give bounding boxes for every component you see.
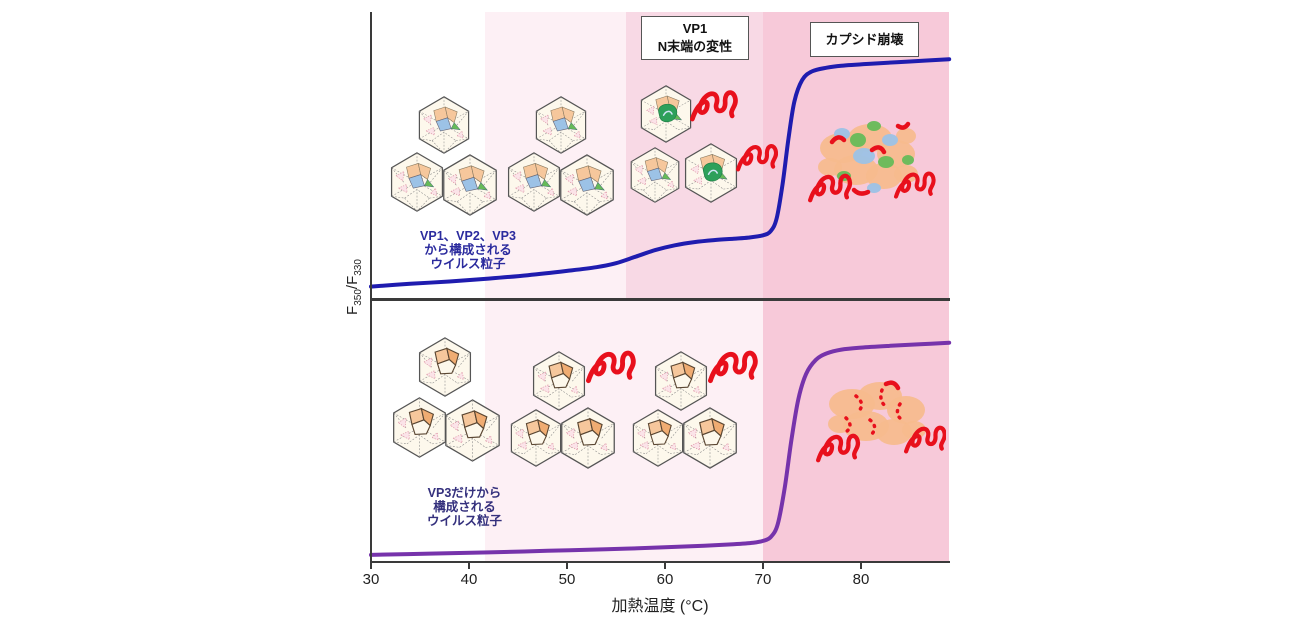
x-tick-mark — [762, 563, 764, 569]
denatured-n-terminus-icon — [738, 146, 776, 169]
capsid-collapse-label-box: カプシド崩壊 — [810, 22, 919, 57]
capsid-vp123-denatured-icon — [684, 143, 738, 203]
y-axis-line — [370, 12, 372, 563]
caption-line: VP1、VP2、VP3 — [420, 229, 516, 243]
denatured-n-terminus-icon — [710, 353, 755, 381]
capsid-vp3-icon — [683, 407, 737, 469]
caption-line: から構成される — [424, 243, 512, 257]
capsid-vp3-icon — [510, 409, 562, 467]
x-tick-label: 40 — [460, 571, 478, 588]
x-tick-mark — [370, 563, 372, 569]
capsid-vp123-denatured-icon — [640, 85, 692, 143]
caption-line: 構成される — [433, 500, 496, 514]
capsid-vp123-icon — [390, 152, 444, 212]
x-tick-mark — [860, 563, 862, 569]
capsid-box-label: カプシド崩壊 — [825, 31, 904, 47]
denatured-strand-icon — [818, 436, 858, 460]
denatured-n-terminus-icon — [588, 353, 633, 381]
x-axis-line — [370, 561, 950, 563]
capsid-vp3-icon — [654, 351, 708, 411]
capsid-vp3-icon — [418, 337, 472, 397]
capsid-vp123-icon — [507, 152, 561, 212]
caption-vp123-particle: VP1、VP2、VP3 から構成される ウイルス粒子 — [382, 229, 554, 271]
denatured-n-terminus-icon — [692, 93, 735, 119]
virus-cluster-vp3-intact — [393, 337, 500, 462]
virus-cluster-vp3-squiggle-2 — [632, 346, 774, 469]
capsid-vp123-icon — [630, 147, 680, 203]
vp1-box-line1: VP1 — [682, 21, 708, 37]
x-tick-mark — [566, 563, 568, 569]
x-tick-label: 60 — [656, 571, 674, 588]
virus-cluster-vp123-intact-2 — [507, 96, 614, 216]
caption-line: ウイルス粒子 — [426, 514, 502, 528]
caption-line: VP3だけから — [427, 486, 502, 500]
caption-vp3-particle: VP3だけから 構成される ウイルス粒子 — [392, 486, 537, 528]
vp1-denaturation-label-box: VP1 N末端の変性 — [641, 16, 749, 60]
capsid-vp123-icon — [535, 96, 587, 154]
panel-divider-line — [371, 298, 950, 301]
x-tick-label: 70 — [754, 571, 772, 588]
capsid-vp123-icon — [443, 154, 497, 216]
caption-line: ウイルス粒子 — [430, 257, 506, 271]
x-tick-mark — [664, 563, 666, 569]
collapsed-capsid-blob-vp3 — [816, 380, 946, 470]
x-tick-label: 80 — [852, 571, 870, 588]
x-axis-label: 加熱温度 (°C) — [611, 598, 709, 615]
vp1-box-line2: N末端の変性 — [657, 39, 733, 54]
capsid-vp123-icon — [418, 96, 470, 154]
capsid-vp3-icon — [393, 397, 446, 458]
y-axis-label: F350/F330 — [344, 259, 364, 315]
virus-cluster-vp123-denatured — [630, 85, 778, 203]
capsid-vp3-icon — [532, 351, 586, 411]
x-tick-label: 30 — [362, 571, 380, 588]
virus-cluster-vp123-intact-1 — [390, 96, 497, 216]
x-tick-label: 50 — [558, 571, 576, 588]
capsid-vp3-icon — [632, 409, 684, 467]
collapsed-capsid-blob-vp123 — [808, 121, 938, 212]
x-tick-mark — [468, 563, 470, 569]
capsid-vp3-icon — [445, 399, 500, 462]
capsid-vp123-icon — [560, 154, 614, 216]
capsid-vp3-icon — [561, 407, 615, 469]
